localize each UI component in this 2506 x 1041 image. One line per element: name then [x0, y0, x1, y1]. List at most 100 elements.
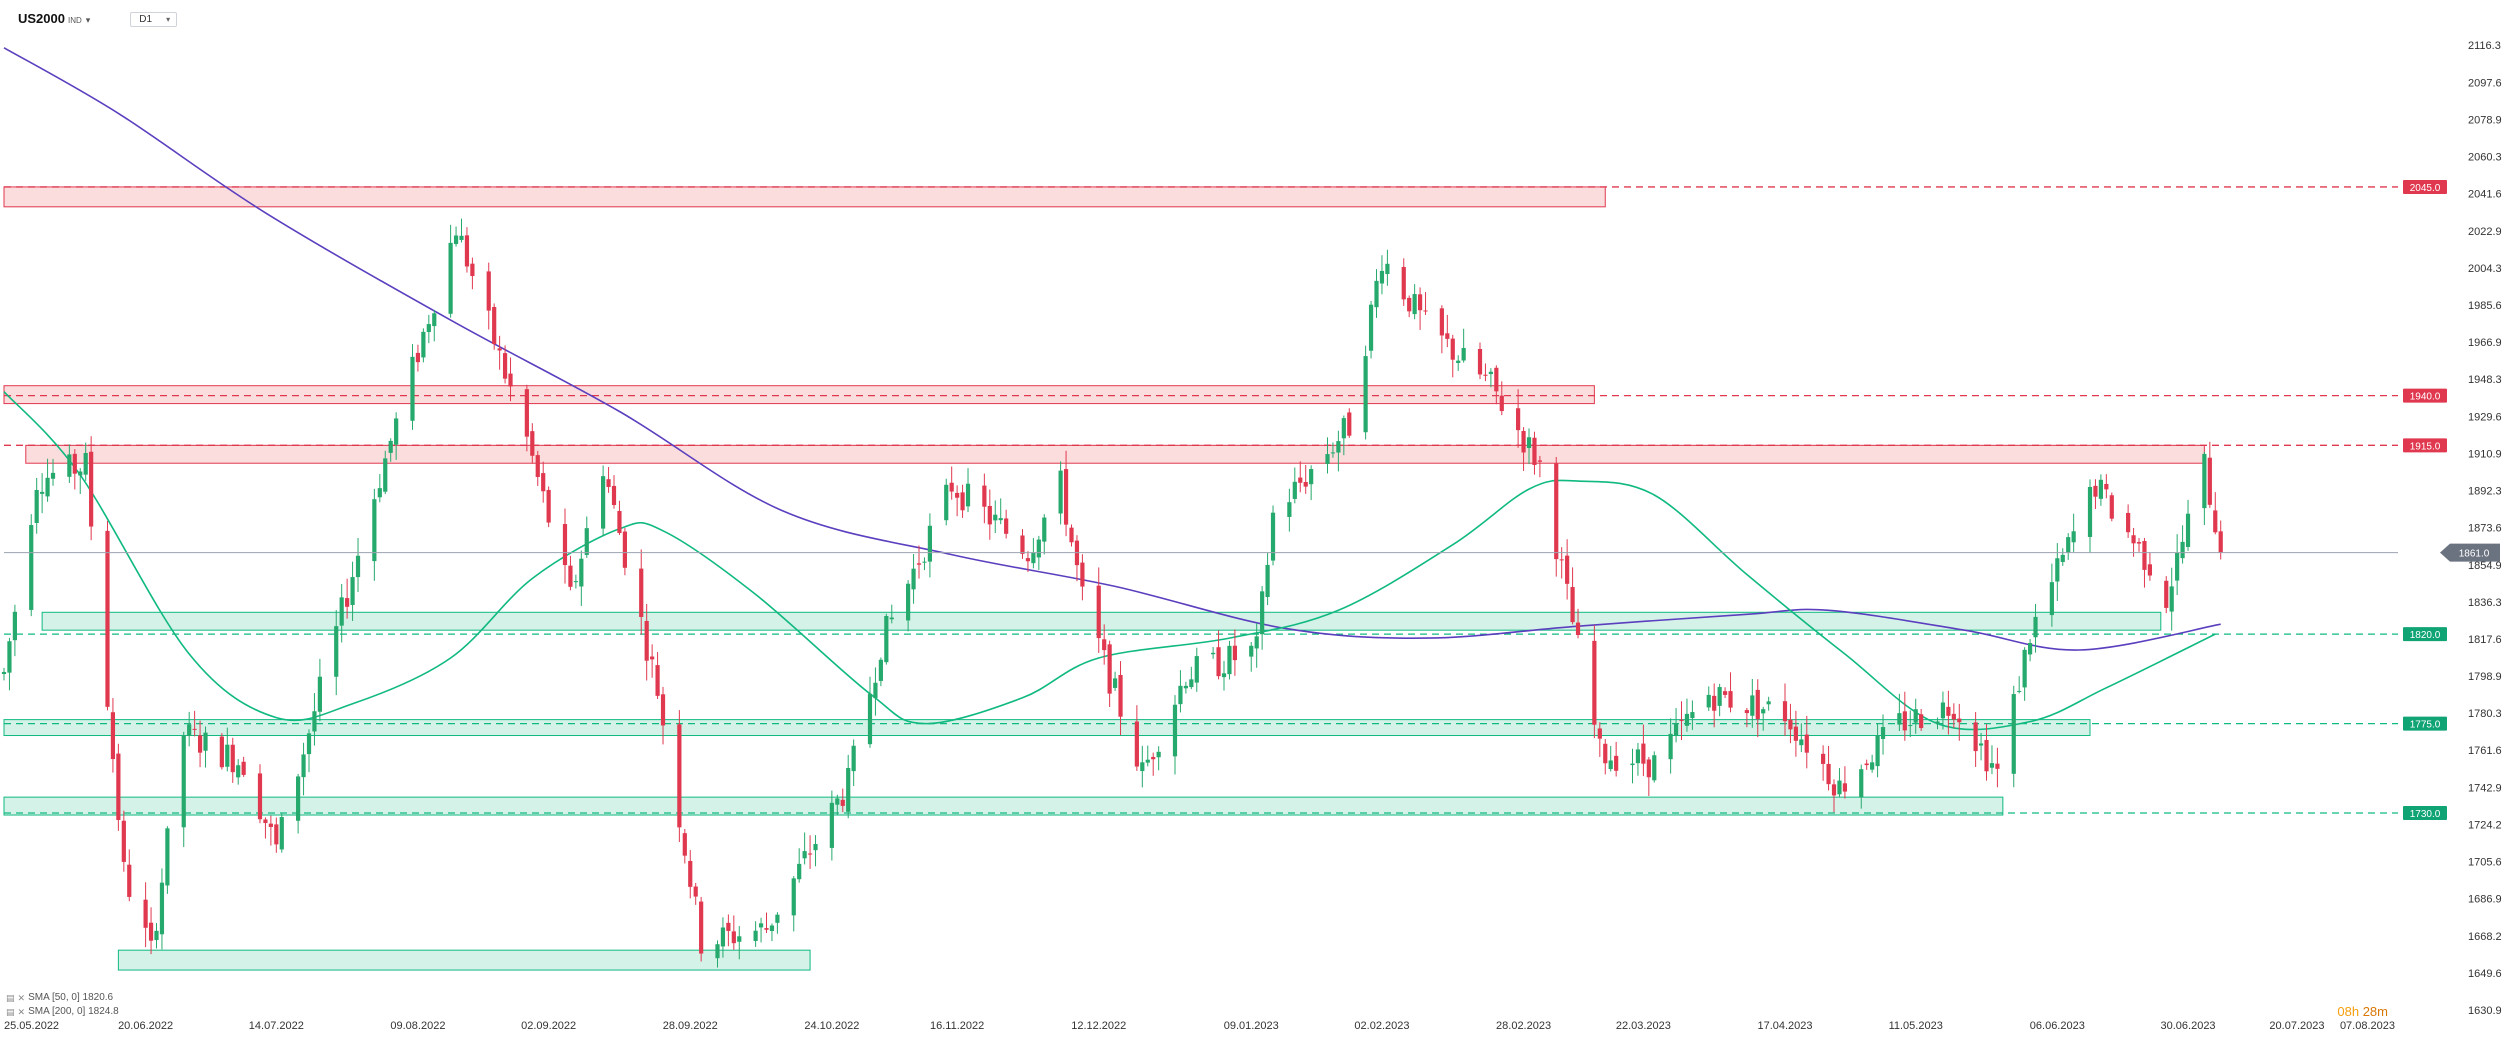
candle-body	[1417, 294, 1423, 311]
candle-body	[775, 914, 780, 923]
candle-body	[562, 524, 568, 566]
level-tag-label: 1915.0	[2410, 441, 2441, 452]
indicator-settings-icon[interactable]: ▤	[6, 1007, 15, 1017]
close-icon[interactable]: ✕	[17, 993, 26, 1003]
level-tag-label: 1940.0	[2410, 392, 2441, 403]
candle	[1156, 746, 1161, 771]
candle-body	[916, 563, 922, 565]
candle-body	[965, 483, 971, 507]
candle	[67, 444, 72, 483]
candle	[889, 604, 894, 624]
level-tag-box	[2403, 806, 2447, 821]
legend-item-sma200[interactable]: ▤ ✕ SMA [200, 0] 1824.8	[6, 1005, 119, 1019]
candle-body	[12, 611, 17, 641]
candle	[203, 726, 208, 768]
candle-body	[453, 235, 459, 245]
candle	[1516, 389, 1521, 448]
x-tick-label: 02.09.2022	[521, 1020, 576, 1032]
candle	[650, 644, 655, 678]
y-tick-label: 2116.3	[2468, 40, 2501, 52]
candle	[797, 848, 802, 883]
candle-body	[1080, 562, 1085, 587]
candle-body	[1004, 518, 1009, 534]
candle	[1766, 696, 1771, 711]
candle-body	[2136, 542, 2142, 544]
candle	[1559, 547, 1564, 579]
candle-body	[181, 735, 186, 828]
candle-body	[372, 499, 377, 562]
candle-body	[1303, 481, 1308, 487]
candle	[459, 218, 464, 243]
candle	[78, 468, 83, 495]
candle	[1897, 693, 1902, 732]
candle-body	[720, 927, 726, 947]
price-axis: 2116.3 2097.6 2078.9 2060.3 2041.6 2022.9 2004…	[2468, 40, 2502, 1017]
candle-body	[1330, 452, 1336, 454]
candle-body	[241, 761, 246, 775]
candle	[2055, 543, 2060, 601]
candle-body	[1597, 728, 1602, 739]
candle	[83, 442, 88, 481]
candle	[72, 449, 77, 490]
candle-body	[127, 864, 132, 897]
candle	[884, 613, 889, 665]
y-tick-label: 1985.6	[2468, 300, 2502, 312]
indicator-settings-icon[interactable]: ▤	[6, 993, 15, 1003]
candle	[1799, 723, 1804, 753]
candle-body	[508, 373, 513, 387]
candle-body	[1630, 763, 1635, 766]
candle-body	[317, 676, 322, 712]
candle-body	[884, 616, 889, 663]
candle-body	[1194, 656, 1199, 683]
close-icon[interactable]: ✕	[17, 1007, 26, 1017]
candle	[2011, 685, 2016, 788]
symbol-selector[interactable]: US2000 IND ▾	[18, 10, 90, 28]
candle	[50, 458, 56, 486]
candle-body	[541, 473, 546, 492]
candle-body	[1227, 645, 1232, 675]
candle	[688, 850, 693, 899]
candle-body	[2164, 580, 2169, 608]
candle	[486, 262, 491, 330]
candle	[181, 731, 186, 848]
candle	[726, 914, 731, 947]
candle-body	[1973, 722, 1978, 752]
candle	[301, 742, 306, 796]
candle-body	[1292, 481, 1297, 499]
candle-body	[1069, 527, 1074, 543]
level-tag-1730.0: 1730.0	[2403, 806, 2447, 821]
candle-body	[693, 886, 698, 897]
candle-body	[955, 492, 960, 498]
timeframe-select[interactable]: D1 ▾	[130, 11, 178, 27]
candle-body	[1902, 711, 1907, 731]
candle-body	[1897, 713, 1902, 725]
candle	[383, 450, 388, 495]
candle	[2136, 538, 2142, 552]
y-tick-label: 1649.6	[2468, 968, 2502, 980]
legend-item-sma50[interactable]: ▤ ✕ SMA [50, 0] 1820.6	[6, 991, 119, 1005]
candle	[1782, 683, 1788, 736]
candle	[415, 344, 421, 372]
candle-body	[1363, 356, 1368, 433]
candle	[2126, 504, 2131, 538]
countdown-minutes: 28m	[2362, 1004, 2388, 1019]
candle	[1875, 723, 1880, 778]
chevron-down-icon[interactable]: ▾	[85, 15, 91, 25]
candle-body	[72, 453, 77, 474]
candle	[1646, 756, 1651, 796]
y-tick-label: 1630.9	[2468, 1005, 2502, 1017]
candle-body	[339, 597, 344, 626]
candle	[1074, 535, 1080, 582]
candle-body	[225, 744, 230, 767]
candle	[197, 720, 203, 768]
candle	[644, 603, 649, 681]
candle-body	[1183, 685, 1188, 689]
candle-body	[34, 489, 39, 523]
candle-body	[1423, 310, 1428, 312]
candle-body	[1712, 695, 1717, 711]
candle	[421, 328, 426, 363]
candle	[982, 473, 987, 524]
candle	[497, 335, 502, 370]
candle-body	[2202, 453, 2207, 509]
